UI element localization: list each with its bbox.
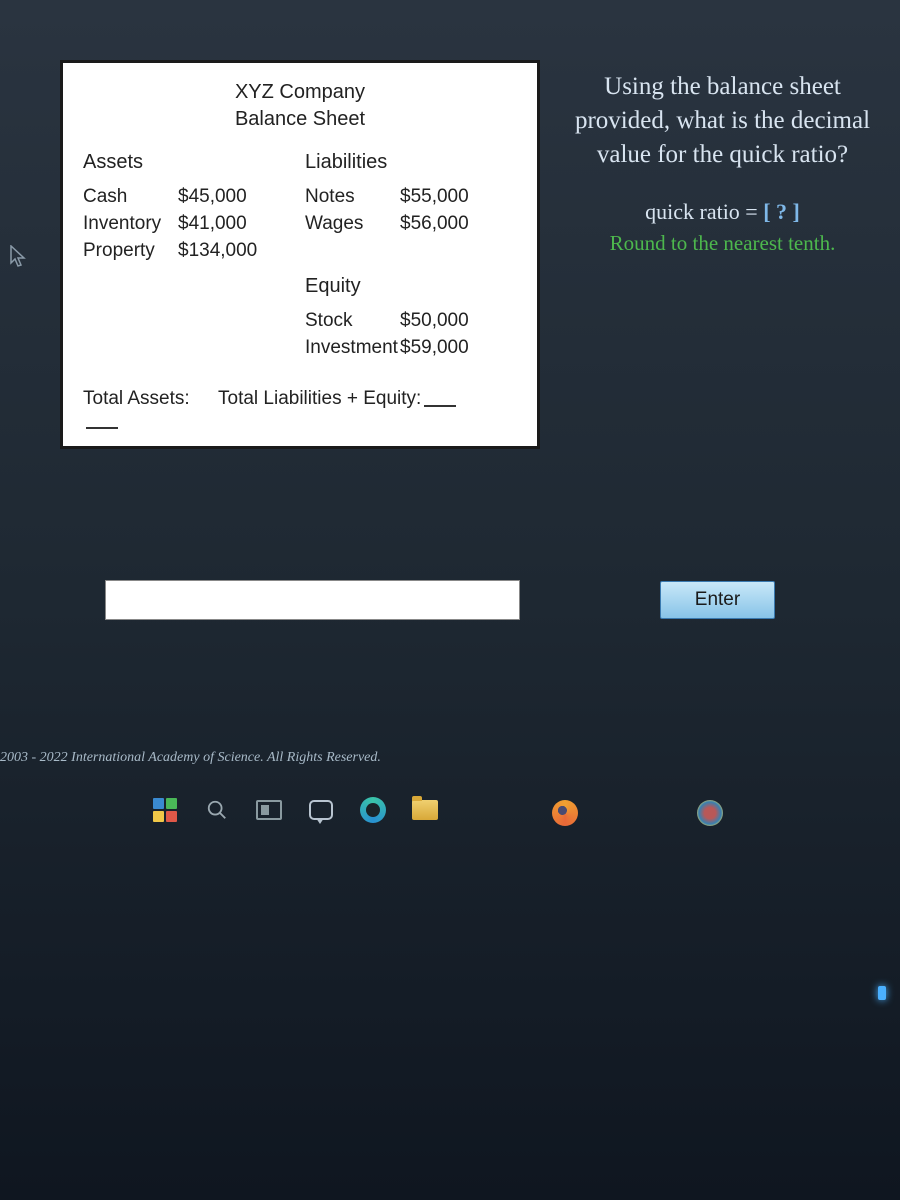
asset-row: Inventory $41,000 [83,213,295,235]
asset-value: $41,000 [178,213,247,235]
copyright-footer: 2003 - 2022 International Academy of Sci… [0,750,381,766]
liability-row: Wages $56,000 [305,213,517,235]
equity-label: Stock [305,310,400,332]
assets-header: Assets [83,151,295,174]
question-panel: Using the balance sheet provided, what i… [565,60,880,449]
formula-placeholder: [ ? ] [763,199,800,224]
start-icon[interactable] [150,795,180,825]
taskbar [150,795,440,825]
liability-row: Notes $55,000 [305,186,517,208]
total-liab-equity-label: Total Liabilities + Equity: [218,388,456,432]
total-assets-label: Total Assets: [83,388,218,432]
equity-row: Investment $59,000 [305,337,517,359]
edge-icon[interactable] [358,795,388,825]
notification-glow-icon [878,986,886,1000]
enter-button[interactable]: Enter [660,581,775,619]
rounding-hint: Round to the nearest tenth. [565,231,880,256]
asset-label: Cash [83,186,178,208]
search-icon[interactable] [202,795,232,825]
answer-input[interactable] [105,580,520,620]
company-name: XYZ Company [83,81,517,104]
liability-value: $55,000 [400,186,469,208]
question-text: Using the balance sheet provided, what i… [565,70,880,171]
asset-value: $45,000 [178,186,247,208]
liability-label: Notes [305,186,400,208]
asset-row: Property $134,000 [83,240,295,262]
asset-value: $134,000 [178,240,257,262]
cursor-icon [10,245,28,275]
formula-line: quick ratio = [ ? ] [565,199,880,225]
asset-row: Cash $45,000 [83,186,295,208]
sheet-title: Balance Sheet [83,108,517,131]
equity-value: $50,000 [400,310,469,332]
file-explorer-icon[interactable] [410,795,440,825]
balance-sheet: XYZ Company Balance Sheet Assets Cash $4… [60,60,540,449]
liability-label: Wages [305,213,400,235]
taskview-icon[interactable] [254,795,284,825]
firefox-icon[interactable] [550,798,580,828]
liabilities-header: Liabilities [305,151,517,174]
equity-header: Equity [305,275,517,298]
equity-label: Investment [305,337,400,359]
equity-row: Stock $50,000 [305,310,517,332]
liability-value: $56,000 [400,213,469,235]
chat-icon[interactable] [306,795,336,825]
app-icon[interactable] [695,798,725,828]
formula-label: quick ratio = [645,199,763,224]
equity-value: $59,000 [400,337,469,359]
asset-label: Inventory [83,213,178,235]
asset-label: Property [83,240,178,262]
